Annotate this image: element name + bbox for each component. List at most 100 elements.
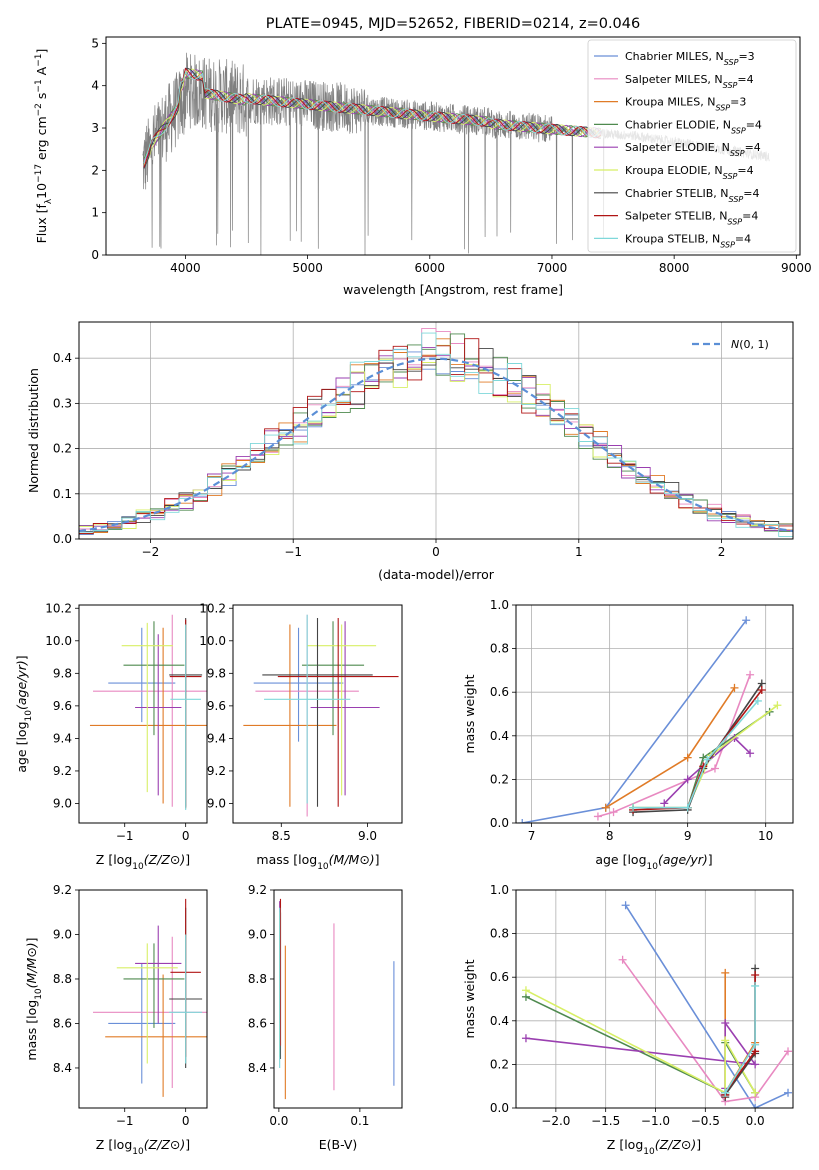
- age_vs_mass-plot-area: [243, 614, 399, 817]
- residuals-ytick-label-3: 0.3: [53, 396, 72, 410]
- residuals-xtick-label-0: −2: [142, 545, 160, 559]
- spectrum-xtick-label-4: 8000: [659, 261, 690, 275]
- weight_vs_age-marker-salpeter_elodie-1: [683, 775, 692, 784]
- weight_vs_z-marker-kroupa_stelib-1: [721, 1088, 730, 1097]
- weight_vs_age-marker-kroupa_elodie-3: [773, 701, 782, 710]
- spectrum-model-kroupa_stelib: [143, 71, 602, 164]
- panel-residuals: −2 −1 0 1 2 0.0 0.1 0.2 0.3 0.4 (data-model)/error…: [26, 321, 794, 582]
- age_vs_mass-ytick-label-6: 10.2: [199, 601, 226, 615]
- age_vs_z-ytick-label-6: 10.2: [45, 601, 72, 615]
- spectrum-frame: [105, 36, 801, 256]
- weight_vs_z-line-chabrier_stelib: [724, 968, 756, 1098]
- mass_vs_ebv-ytick-label-4: 9.2: [248, 883, 267, 897]
- legend-label-kroupa_miles: Kroupa MILES, NSSP=3: [625, 96, 746, 113]
- weight_vs_z-xtick-label-4: 0.0: [746, 1114, 765, 1128]
- weight_vs_age-xtick-label-3: 10: [758, 829, 773, 843]
- age_vs_z-ytick-label-2: 9.4: [53, 731, 72, 745]
- spectrum-xtick-label-1: 5000: [292, 261, 323, 275]
- weight_vs_age-line-kroupa_miles: [605, 687, 736, 809]
- spectrum-ytick-label-1: 1: [91, 206, 99, 220]
- residuals-ytick-label-2: 0.2: [53, 442, 72, 456]
- mass_vs_z-frame: [78, 889, 208, 1109]
- legend-label-kroupa_stelib: Kroupa STELIB, NSSP=4: [625, 232, 751, 249]
- residuals-ytick-label-4: 0.4: [53, 351, 72, 365]
- age_vs_mass-ytick-label-5: 10.0: [199, 634, 226, 648]
- weight_vs_age-marker-kroupa_miles-0: [601, 803, 610, 812]
- spectrum-xtick-label-2: 6000: [415, 261, 446, 275]
- mass_vs_ebv-ytick-label-0: 8.4: [248, 1061, 267, 1075]
- weight_vs_z-marker-salpeter_elodie-1: [751, 1060, 760, 1069]
- residuals-ytick-label-1: 0.1: [53, 487, 72, 501]
- spectrum-model-chabrier_stelib: [143, 67, 601, 169]
- weight_vs_age-plot-area: [518, 616, 782, 823]
- legend-label-chabrier_miles: Chabrier MILES, NSSP=3: [625, 50, 755, 67]
- mass_vs_z-ytick-label-3: 9.0: [53, 927, 72, 941]
- residuals-xtick-label-3: 1: [575, 545, 583, 559]
- mass_vs_z-ytick-label-1: 8.6: [53, 1016, 72, 1030]
- mass_vs_z-xlabel: Z [log10(Z/Z⊙)]: [96, 1137, 190, 1157]
- age_vs_mass-xtick-label-1: 9.0: [358, 829, 377, 843]
- spectrum-ytick-label-2: 2: [91, 163, 99, 177]
- spectrum-ytick-label-5: 5: [91, 36, 99, 50]
- weight_vs_z-marker-salpeter_stelib-3: [751, 971, 760, 980]
- residuals-ytick-label-0: 0.0: [53, 532, 72, 546]
- weight_vs_age-marker-salpeter_miles-1: [609, 808, 618, 817]
- weight_vs_age-line-chabrier_stelib: [632, 683, 763, 813]
- panel-mass_vs_z: −1 0 8.4 8.6 8.8 9.0 9.2 Z [log10(Z/Z⊙)] mass [l…: [24, 883, 208, 1157]
- spectrum-xlabel: wavelength [Angstrom, rest frame]: [343, 282, 563, 297]
- residuals-ylabel: Normed distribution: [26, 368, 41, 493]
- residuals-xtick-label-1: −1: [284, 545, 302, 559]
- weight_vs_z-ytick-label-0: 0.0: [490, 1101, 509, 1115]
- mass_vs_ebv-xlabel: E(B-V): [319, 1137, 358, 1152]
- weight_vs_z-xtick-label-2: −1.0: [641, 1114, 670, 1128]
- weight_vs_z-ylabel: mass weight: [462, 959, 477, 1038]
- weight_vs_age-marker-salpeter_elodie-3: [746, 749, 755, 758]
- spectrum-model-salpeter_stelib: [143, 67, 602, 168]
- mass_vs_z-ytick-label-2: 8.8: [53, 972, 72, 986]
- legend-label-chabrier_elodie: Chabrier ELODIE, NSSP=4: [625, 118, 762, 135]
- spectrum-model-chabrier_elodie: [143, 70, 601, 159]
- weight_vs_age-marker-kroupa_stelib-1: [683, 803, 692, 812]
- age_vs_mass-ytick-label-1: 9.2: [207, 764, 226, 778]
- age_vs_z-ytick-label-1: 9.2: [53, 764, 72, 778]
- weight_vs_age-ylabel: mass weight: [462, 674, 477, 753]
- legend-label-kroupa_elodie: Kroupa ELODIE, NSSP=4: [625, 164, 754, 181]
- mass_vs_z-plot-area: [93, 898, 207, 1097]
- weight_vs_age-ytick-label-4: 0.8: [490, 642, 509, 656]
- age_vs_z-plot-area: [89, 614, 207, 810]
- weight_vs_z-xtick-label-1: −1.5: [591, 1114, 620, 1128]
- weight_vs_age-line-salpeter_stelib: [632, 689, 763, 811]
- mass_vs_ebv-plot-area: [279, 898, 395, 1100]
- weight_vs_z-xtick-label-0: −2.0: [541, 1114, 570, 1128]
- spectrum-legend-box: [587, 39, 797, 253]
- residual-gaussian-curve: [79, 357, 793, 533]
- age_vs_z-ytick-label-3: 9.6: [53, 699, 72, 713]
- spectrum-ylabel: Flux [fλ10−17 erg cm−2 s−1 A−1]: [34, 49, 54, 244]
- spectrum-ytick-label-4: 4: [91, 79, 99, 93]
- mass_vs_z-xtick-label-0: −1: [116, 1114, 134, 1128]
- weight_vs_z-marker-kroupa_elodie-3: [751, 1088, 760, 1097]
- weight_vs_z-line-salpeter_miles: [621, 959, 789, 1103]
- age_vs_mass-ytick-label-4: 9.8: [207, 666, 226, 680]
- weight_vs_z-marker-kroupa_stelib-3: [751, 981, 760, 990]
- weight_vs_z-ytick-label-2: 0.4: [490, 1014, 509, 1028]
- panel-spectrum: 4000 5000 6000 7000 8000 9000 0 1 2 3 4 5 PLATE=0945…: [34, 16, 812, 297]
- mass_vs_ebv-frame: [273, 889, 403, 1109]
- weight_vs_age-marker-salpeter_miles-0: [593, 812, 602, 821]
- weight_vs_age-marker-salpeter_miles-2: [710, 764, 719, 773]
- residuals-plot-area: [79, 327, 793, 537]
- residual-legend-label: N(0, 1): [731, 338, 769, 351]
- age_vs_z-xlabel: Z [log10(Z/Z⊙)]: [96, 852, 190, 872]
- residual-hist-salpeter_miles: [79, 327, 793, 532]
- weight_vs_age-marker-kroupa_stelib-0: [629, 803, 638, 812]
- mass_vs_z-ytick-label-4: 9.2: [53, 883, 72, 897]
- age_vs_mass-xtick-label-0: 8.5: [272, 829, 291, 843]
- legend-label-salpeter_elodie: Salpeter ELODIE, NSSP=4: [625, 141, 761, 158]
- legend-label-salpeter_stelib: Salpeter STELIB, NSSP=4: [625, 210, 758, 227]
- age_vs_mass-ytick-label-3: 9.6: [207, 699, 226, 713]
- weight_vs_z-marker-salpeter_miles-3: [784, 1047, 793, 1056]
- weight_vs_z-xtick-label-3: −0.5: [691, 1114, 720, 1128]
- weight_vs_z-marker-salpeter_elodie-2: [721, 1018, 730, 1027]
- weight_vs_age-marker-chabrier_miles-0: [518, 819, 527, 823]
